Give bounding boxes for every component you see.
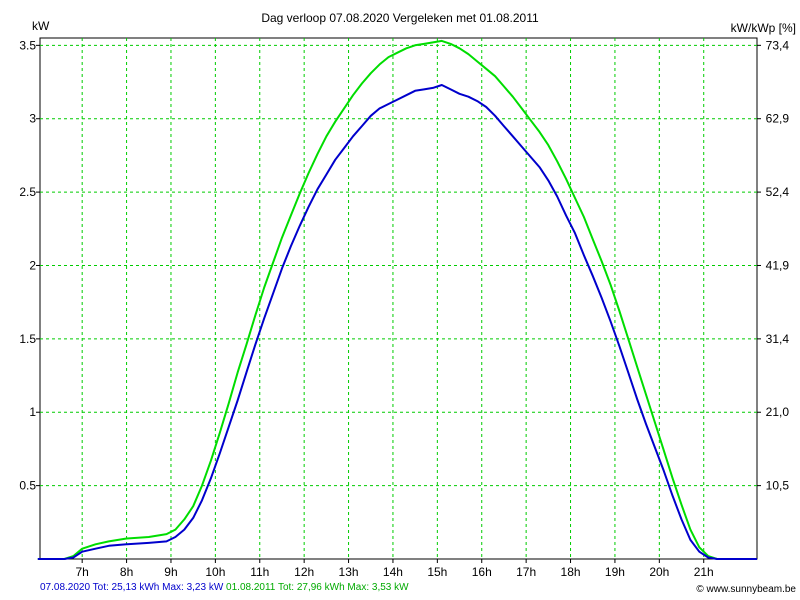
y-tick-label-right: 52,4 <box>766 185 790 199</box>
y-tick-label-right: 73,4 <box>766 38 790 52</box>
x-tick-label: 7h <box>75 565 88 579</box>
series-lines <box>37 39 757 560</box>
x-tick-label: 19h <box>605 565 625 579</box>
chart-svg: 7h 8h 9h 10h 11h 12h 13h 14h 15h 16h 17h 18h 19h 20h 2… <box>19 11 796 579</box>
x-tick-label: 14h <box>383 565 403 579</box>
x-tick-label: 10h <box>205 565 225 579</box>
series1-summary: 07.08.2020 Tot: 25,13 kWh Max: 3,23 kW <box>40 582 224 593</box>
y-axis-label-right: kW/kWp [%] <box>731 21 796 35</box>
y-tick-label-left: 1 <box>29 405 36 419</box>
axis-ticks: 7h 8h 9h 10h 11h 12h 13h 14h 15h 16h 17h 18h 19h 20h 2… <box>19 38 789 579</box>
y-tick-label-left: 0.5 <box>19 479 36 493</box>
y-tick-label-left: 1.5 <box>19 332 36 346</box>
x-tick-label: 8h <box>120 565 133 579</box>
x-tick-label: 15h <box>427 565 447 579</box>
x-tick-label: 9h <box>164 565 177 579</box>
y-tick-label-left: 3.5 <box>19 38 36 52</box>
y-axis-label-left: kW <box>32 19 50 33</box>
series2-summary: 01.08.2011 Tot: 27,96 kWh Max: 3,53 kW <box>226 582 409 593</box>
footer-summary: 07.08.2020 Tot: 25,13 kWh Max: 3,23 kW 0… <box>40 582 409 594</box>
x-tick-label: 12h <box>294 565 314 579</box>
series-line-01-08-2011 <box>37 39 757 560</box>
x-tick-label: 18h <box>561 565 581 579</box>
credit-link[interactable]: © www.sunnybeam.be <box>696 584 796 595</box>
x-tick-label: 21h <box>694 565 714 579</box>
y-tick-label-right: 31,4 <box>766 332 790 346</box>
y-tick-label-right: 41,9 <box>766 258 790 272</box>
y-tick-label-right: 62,9 <box>766 112 790 126</box>
plot-area <box>39 37 758 560</box>
x-tick-label: 16h <box>472 565 492 579</box>
x-tick-label: 11h <box>250 565 269 579</box>
x-tick-label: 13h <box>339 565 359 579</box>
x-tick-label: 20h <box>649 565 669 579</box>
chart-title: Dag verloop 07.08.2020 Vergeleken met 01… <box>261 11 539 25</box>
y-tick-label-left: 2 <box>29 258 36 272</box>
y-tick-label-left: 3 <box>29 112 36 126</box>
y-tick-label-right: 21,0 <box>766 405 790 419</box>
y-tick-label-left: 2.5 <box>19 185 36 199</box>
x-tick-label: 17h <box>516 565 536 579</box>
y-tick-label-right: 10,5 <box>766 479 790 493</box>
series-line-07-08-2020 <box>37 84 757 560</box>
